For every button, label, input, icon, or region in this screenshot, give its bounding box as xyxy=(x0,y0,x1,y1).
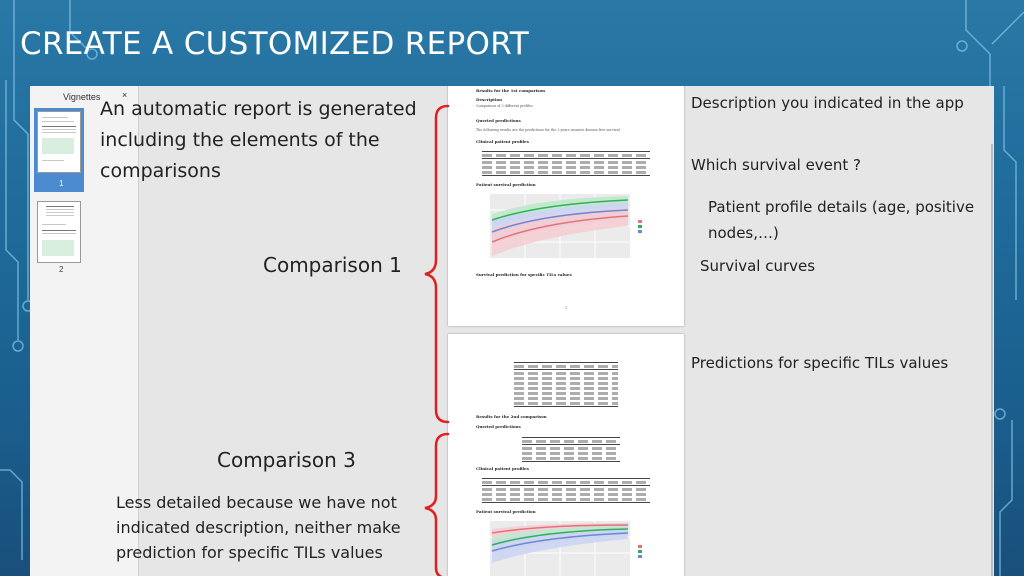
page1-heading: Results for the 1st comparison xyxy=(476,88,546,93)
report-page-1: Results for the 1st comparison Descripti… xyxy=(448,86,684,326)
close-icon[interactable]: × xyxy=(122,90,128,100)
page1-description-text: Comparison of 3 different profiles xyxy=(476,104,533,108)
report-page-2: Results for the 2nd comparison Queried p… xyxy=(448,334,684,576)
page-number-1: 1 xyxy=(59,179,64,188)
description-annotation: Description you indicated in the app xyxy=(691,94,964,112)
page1-page-number: 1 xyxy=(565,306,568,310)
page2-queried-label: Queried predictions xyxy=(476,424,521,429)
page-thumbnail-1[interactable] xyxy=(37,111,81,173)
pdf-viewer: Vignettes × 1 2 Results for the 1st comp… xyxy=(30,86,994,576)
survival-curve-plot-2 xyxy=(490,521,642,576)
page1-clinical-label: Clinical patient profiles xyxy=(476,139,529,144)
profile-details-annotation: Patient profile details (age, positive n… xyxy=(708,198,975,242)
survival-curves-annotation: Survival curves xyxy=(700,257,816,275)
intro-annotation: An automatic report is generated includi… xyxy=(100,98,417,182)
page1-specific-label: Survival prediction for specific TILs va… xyxy=(476,272,572,277)
red-brace-icon xyxy=(424,104,450,576)
page1-description-label: Description xyxy=(476,97,503,102)
page2-heading: Results for the 2nd comparison xyxy=(476,414,547,419)
slide-title: CREATE A CUSTOMIZED REPORT xyxy=(20,26,530,62)
less-detailed-annotation: Less detailed because we have not indica… xyxy=(116,493,401,562)
page-thumbnail-2[interactable] xyxy=(37,201,81,263)
page2-survival-label: Patient survival prediction xyxy=(476,509,536,514)
survival-event-annotation: Which survival event ? xyxy=(691,156,862,174)
predictions-annotation: Predictions for specific TILs values xyxy=(691,354,949,372)
page1-survival-label: Patient survival prediction xyxy=(476,182,536,187)
comparison-1-label: Comparison 1 xyxy=(263,253,402,277)
viewer-scrollbar[interactable] xyxy=(991,144,993,576)
page1-queried-text: The following results are the prediction… xyxy=(476,128,620,132)
comparison-3-label: Comparison 3 xyxy=(217,448,356,472)
page2-clinical-label: Clinical patient profiles xyxy=(476,466,529,471)
page1-queried-label: Queried predictions xyxy=(476,118,521,123)
survival-curve-plot xyxy=(490,194,642,258)
thumbnail-panel: Vignettes × 1 2 xyxy=(30,86,139,576)
page-number-2: 2 xyxy=(59,265,64,274)
panel-title: Vignettes xyxy=(63,92,101,102)
